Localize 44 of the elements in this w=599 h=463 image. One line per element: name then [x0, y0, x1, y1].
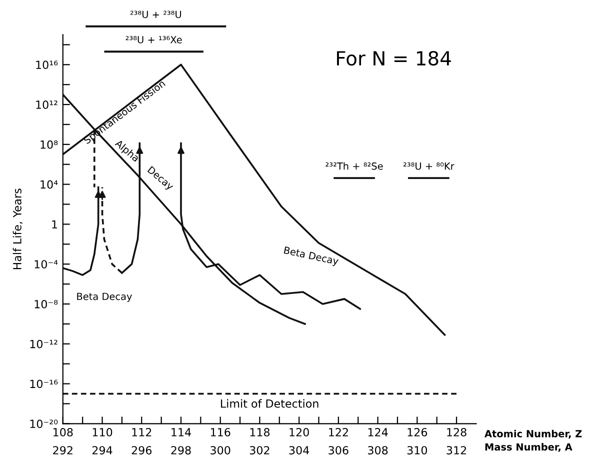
- x-tick-label: 116: [210, 428, 230, 436]
- x-tick-label: 118: [250, 428, 270, 436]
- line-series: [62, 186, 100, 276]
- annotation: ²³⁸U + ⁸⁰Kr: [403, 162, 454, 170]
- x2-tick-label: 298: [171, 446, 191, 454]
- x-tick-label: 124: [368, 428, 388, 436]
- x-tick-label: 126: [408, 428, 428, 436]
- x-tick-label: 120: [290, 428, 309, 436]
- x2-tick-label: 306: [328, 446, 348, 454]
- annotation: ²³⁸U + ¹³⁶Xe: [126, 36, 182, 44]
- ref-line-label: Limit of Detection: [220, 399, 318, 408]
- annotation: For N = 184: [337, 50, 451, 66]
- annotation: Beta Decay: [283, 246, 339, 267]
- annotation: ²³²Th + ⁸²Se: [326, 162, 383, 170]
- x-tick-label: 110: [92, 428, 112, 436]
- x-tick-label: 114: [172, 428, 191, 436]
- x2-tick-label: 300: [210, 446, 230, 454]
- y-tick-label: 10⁻⁸: [34, 300, 58, 308]
- y-tick-label: 1: [52, 220, 58, 228]
- x2-tick-label: 308: [368, 446, 388, 454]
- annotation: Beta Decay: [77, 292, 132, 302]
- y-tick-label: 10⁴: [40, 180, 58, 189]
- x2-tick-label: 302: [250, 446, 270, 454]
- y-tick-label: 10⁻⁴: [34, 260, 58, 268]
- x-axis-title: Atomic Number, Z: [484, 430, 582, 439]
- x2-tick-label: 310: [407, 446, 428, 454]
- text: ²³⁸U + ²³⁸U: [130, 10, 182, 18]
- x2-tick-label: 296: [132, 446, 152, 454]
- y-tick-label: 10⁻¹⁶: [30, 380, 58, 388]
- y-tick-label: 10¹⁶: [36, 60, 58, 70]
- x2-tick-label: 294: [92, 446, 112, 454]
- y-tick-label: 10⁻¹²: [30, 340, 58, 348]
- x-tick-label: 108: [54, 428, 73, 436]
- x2-tick-label: 312: [446, 446, 466, 454]
- x-tick-label: 128: [447, 428, 466, 436]
- y-tick-label: 10¹²: [36, 100, 58, 109]
- y-axis-title: Half Life, Years: [12, 188, 23, 270]
- x2-tick-label: 292: [53, 446, 72, 454]
- x-tick-label: 122: [329, 428, 348, 436]
- y-tick-label: 10⁸: [40, 140, 58, 149]
- x2-tick-label: 304: [289, 446, 310, 454]
- x2-axis-title: Mass Number, A: [485, 443, 572, 452]
- x-tick-label: 112: [132, 428, 152, 436]
- y-tick-label: 10⁻²⁰: [30, 420, 58, 428]
